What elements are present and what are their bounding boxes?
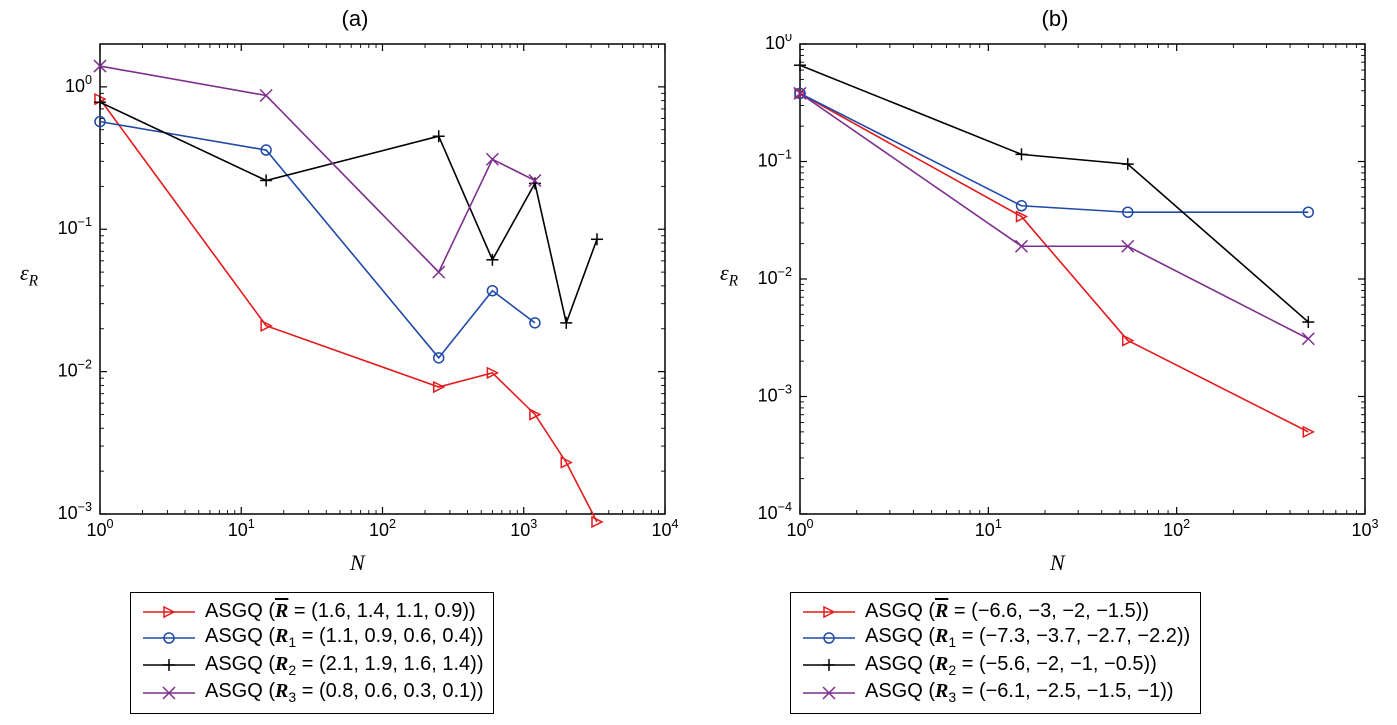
- svg-text:103: 103: [1351, 517, 1378, 540]
- legend-row: ASGQ (R = (−6.6, −3, −2, −1.5)): [801, 599, 1190, 624]
- svg-text:104: 104: [651, 517, 678, 540]
- legend-swatch: [801, 655, 857, 675]
- svg-text:102: 102: [369, 517, 396, 540]
- panel-b: (b) 10010110210310−410−310−210−1100 εR N: [730, 10, 1380, 580]
- panel-a-title: (a): [30, 6, 680, 32]
- legend-row: ASGQ (R = (1.6, 1.4, 1.1, 0.9)): [141, 599, 483, 624]
- legend-swatch: [801, 628, 857, 648]
- legend-swatch: [141, 602, 197, 622]
- legend-label: ASGQ (R2 = (−5.6, −2, −1, −0.5)): [865, 652, 1157, 680]
- svg-text:10−1: 10−1: [758, 148, 792, 171]
- svg-text:100: 100: [786, 517, 813, 540]
- svg-text:10−2: 10−2: [58, 358, 92, 381]
- legend-swatch: [801, 683, 857, 703]
- panel-b-ylabel: εR: [720, 260, 738, 290]
- legend-swatch: [801, 602, 857, 622]
- legend-row: ASGQ (R3 = (−6.1, −2.5, −1.5, −1)): [801, 679, 1190, 707]
- svg-text:10−2: 10−2: [758, 265, 792, 288]
- figure: (a) 10010110210310410−310−210−1100 εR N …: [0, 0, 1397, 725]
- legend-label: ASGQ (R1 = (−7.3, −3.7, −2.7, −2.2)): [865, 624, 1190, 652]
- legend-row: ASGQ (R1 = (1.1, 0.9, 0.6, 0.4)): [141, 624, 483, 652]
- svg-text:100: 100: [765, 34, 792, 53]
- svg-text:102: 102: [1163, 517, 1190, 540]
- legend-row: ASGQ (R2 = (−5.6, −2, −1, −0.5)): [801, 652, 1190, 680]
- legend-row: ASGQ (R3 = (0.8, 0.6, 0.3, 0.1)): [141, 679, 483, 707]
- legend-b: ASGQ (R = (−6.6, −3, −2, −1.5))ASGQ (R1 …: [790, 592, 1201, 714]
- legend-label: ASGQ (R = (1.6, 1.4, 1.1, 0.9)): [205, 599, 476, 624]
- panel-b-title: (b): [730, 6, 1380, 32]
- panel-b-xlabel: N: [1050, 550, 1065, 576]
- panel-a-plot: 10010110210310410−310−210−1100: [30, 34, 680, 569]
- legend-swatch: [141, 655, 197, 675]
- svg-text:10−1: 10−1: [58, 215, 92, 238]
- panel-a-xlabel: N: [350, 550, 365, 576]
- legend-swatch: [141, 683, 197, 703]
- legend-row: ASGQ (R2 = (2.1, 1.9, 1.6, 1.4)): [141, 652, 483, 680]
- legend-label: ASGQ (R3 = (0.8, 0.6, 0.3, 0.1)): [205, 679, 483, 707]
- legend-a: ASGQ (R = (1.6, 1.4, 1.1, 0.9))ASGQ (R1 …: [130, 592, 494, 714]
- svg-text:100: 100: [86, 517, 113, 540]
- svg-text:101: 101: [228, 517, 255, 540]
- legend-label: ASGQ (R1 = (1.1, 0.9, 0.6, 0.4)): [205, 624, 483, 652]
- panel-a-ylabel: εR: [20, 260, 38, 290]
- legend-swatch: [141, 628, 197, 648]
- legend-label: ASGQ (R3 = (−6.1, −2.5, −1.5, −1)): [865, 679, 1174, 707]
- svg-text:103: 103: [510, 517, 537, 540]
- panel-a: (a) 10010110210310410−310−210−1100 εR N: [30, 10, 680, 580]
- legend-row: ASGQ (R1 = (−7.3, −3.7, −2.7, −2.2)): [801, 624, 1190, 652]
- svg-text:10−3: 10−3: [758, 383, 792, 406]
- legend-label: ASGQ (R = (−6.6, −3, −2, −1.5)): [865, 599, 1149, 624]
- svg-text:101: 101: [975, 517, 1002, 540]
- svg-text:100: 100: [65, 73, 92, 96]
- panel-b-plot: 10010110210310−410−310−210−1100: [730, 34, 1380, 569]
- legend-label: ASGQ (R2 = (2.1, 1.9, 1.6, 1.4)): [205, 652, 483, 680]
